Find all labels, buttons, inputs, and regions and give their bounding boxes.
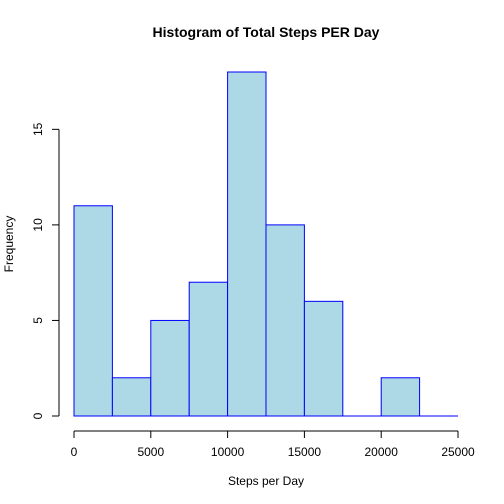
- y-tick-label: 0: [31, 412, 45, 419]
- x-tick-label: 10000: [211, 445, 245, 459]
- x-axis-label: Steps per Day: [228, 474, 304, 488]
- x-tick-label: 20000: [365, 445, 399, 459]
- histogram-bar-3: [189, 282, 227, 416]
- histogram-bar-6: [304, 301, 342, 416]
- histogram-bar-8: [381, 378, 419, 416]
- histogram-bar-4: [228, 72, 266, 416]
- y-axis: 0 5 10 15: [31, 122, 59, 419]
- x-ticks: 0 5000 10000 15000 20000 25000: [71, 431, 475, 459]
- y-axis-label: Frequency: [2, 216, 16, 273]
- histogram-bar-1: [112, 378, 150, 416]
- x-tick-label: 0: [71, 445, 78, 459]
- y-tick-label: 15: [31, 122, 45, 136]
- y-ticks: 0 5 10 15: [31, 122, 59, 419]
- x-tick-label: 25000: [441, 445, 475, 459]
- x-axis: 0 5000 10000 15000 20000 25000: [71, 431, 475, 459]
- chart-title: Histogram of Total Steps PER Day: [153, 24, 380, 40]
- y-tick-label: 5: [31, 317, 45, 324]
- bars-group: [74, 72, 458, 416]
- x-tick-label: 15000: [288, 445, 322, 459]
- histogram-bar-2: [151, 320, 189, 416]
- histogram-bar-0: [74, 206, 112, 416]
- x-tick-label: 5000: [137, 445, 164, 459]
- histogram-bar-5: [266, 225, 304, 416]
- y-tick-label: 10: [31, 218, 45, 232]
